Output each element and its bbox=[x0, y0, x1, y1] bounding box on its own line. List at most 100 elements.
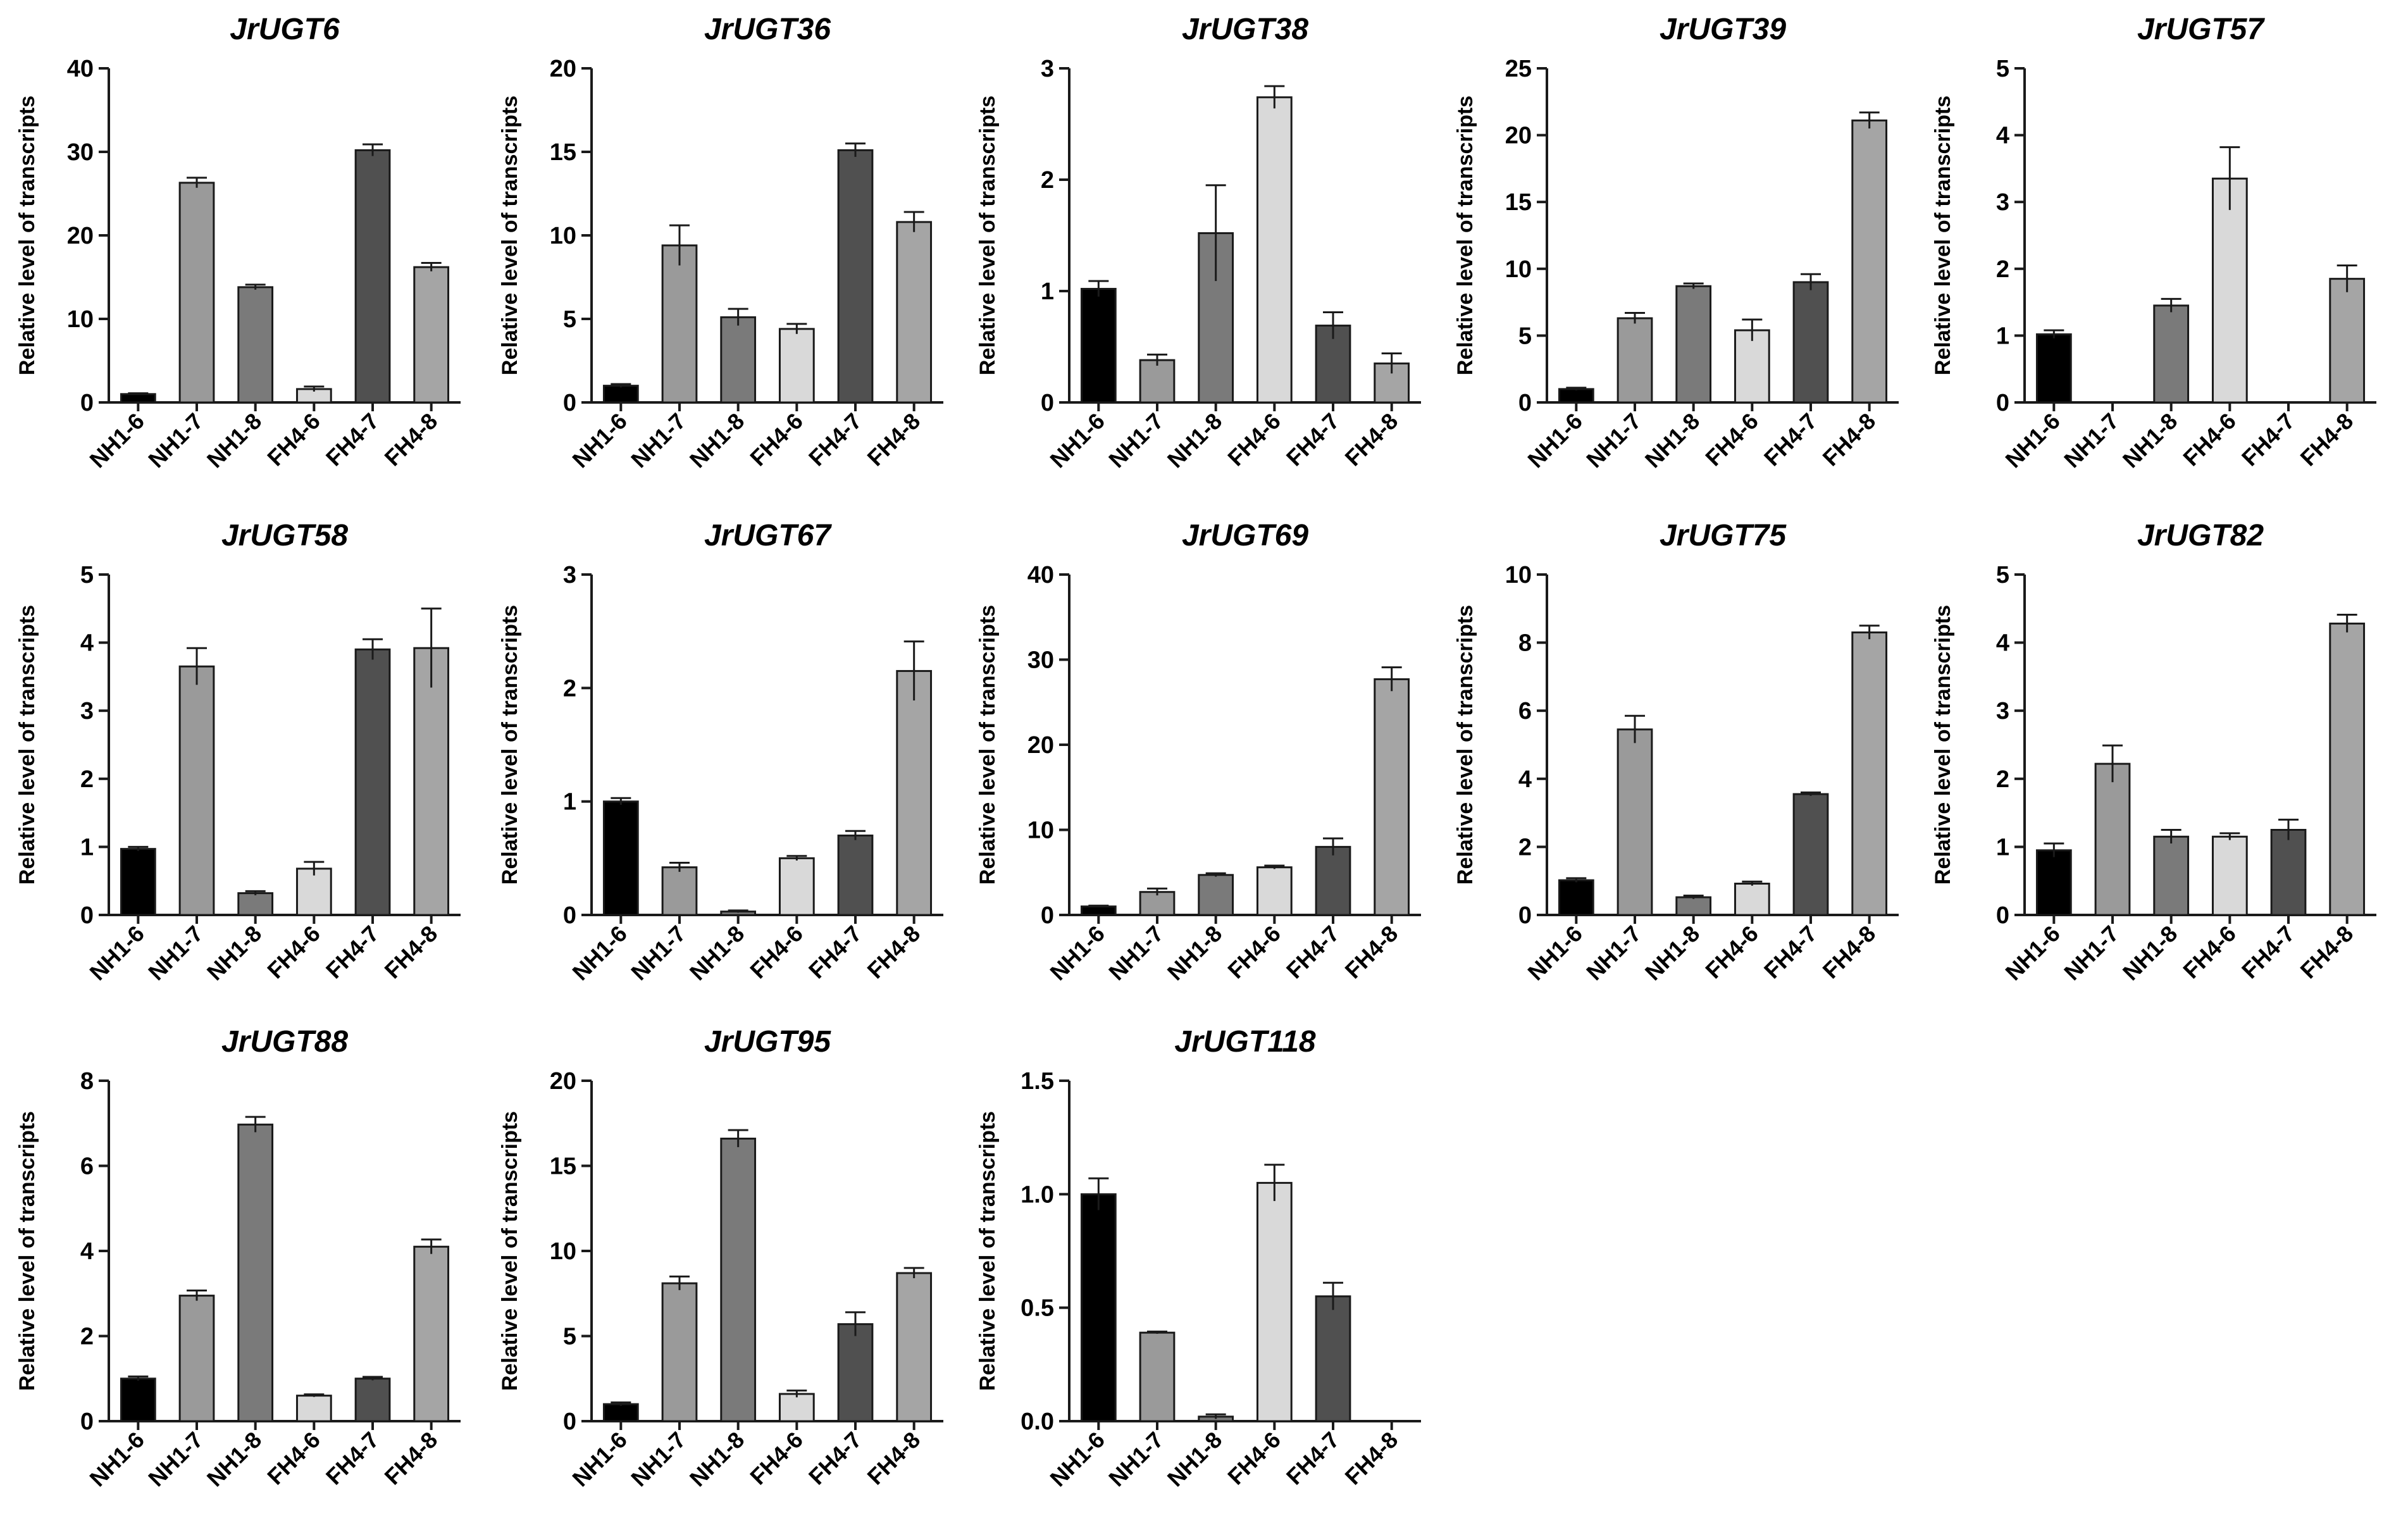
y-tick-label: 20 bbox=[1505, 123, 1532, 149]
x-tick-label: FH4-8 bbox=[380, 1427, 443, 1490]
x-tick-label: FH4-7 bbox=[321, 921, 384, 984]
chart-panel-jrugt69: JrUGT69 Relative level of transcripts 0 10 2… bbox=[976, 519, 1421, 985]
y-tick-label: 10 bbox=[1505, 256, 1532, 283]
bar-fh4-7 bbox=[1315, 1295, 1351, 1422]
bar-fh4-8 bbox=[896, 669, 933, 916]
bar-nh1-8 bbox=[2153, 835, 2190, 916]
chart-title: JrUGT69 bbox=[1182, 519, 1308, 552]
bar-nh1-8 bbox=[237, 286, 274, 404]
y-axis-label: Relative level of transcripts bbox=[15, 1111, 39, 1391]
y-tick-label: 0.5 bbox=[1021, 1295, 1054, 1322]
y-tick-label: 2 bbox=[1518, 834, 1532, 861]
x-tick-label: NH1-6 bbox=[567, 921, 632, 986]
x-tick-label: FH4-8 bbox=[380, 408, 443, 471]
x-tick-label: NH1-6 bbox=[1045, 1427, 1110, 1492]
chart-panel-jrugt57: JrUGT57 Relative level of transcripts 0 1 2 3… bbox=[1931, 13, 2376, 473]
y-tick-label: 0 bbox=[80, 902, 94, 929]
bar-fh4-7 bbox=[354, 149, 391, 404]
chart-panel-jrugt88: JrUGT88 Relative level of transcripts 0 2 4 6… bbox=[15, 1025, 461, 1491]
bar-nh1-7 bbox=[661, 244, 698, 404]
y-axis-label: Relative level of transcripts bbox=[498, 96, 522, 375]
x-tick-label: NH1-7 bbox=[143, 1427, 208, 1492]
y-tick-label: 1.0 bbox=[1021, 1181, 1054, 1208]
chart-panel-jrugt58: JrUGT58 Relative level of transcripts 0 1 2 3… bbox=[15, 519, 461, 985]
x-tick-label: FH4-8 bbox=[862, 1427, 926, 1490]
bar-fh4-8 bbox=[896, 1272, 933, 1422]
bar-fh4-8 bbox=[896, 221, 933, 404]
bar-fh4-8 bbox=[1374, 678, 1410, 916]
x-tick-label: NH1-6 bbox=[1522, 921, 1587, 986]
x-tick-label: NH1-8 bbox=[1640, 408, 1705, 473]
y-tick-label: 1.5 bbox=[1021, 1068, 1054, 1095]
bar-fh4-6 bbox=[295, 868, 332, 916]
bar-nh1-7 bbox=[661, 866, 698, 916]
bar-fh4-6 bbox=[1734, 883, 1770, 916]
y-tick-label: 2 bbox=[563, 675, 576, 702]
bar-nh1-7 bbox=[1139, 1331, 1176, 1422]
chart-title: JrUGT67 bbox=[704, 519, 832, 552]
x-tick-label: NH1-7 bbox=[1103, 921, 1169, 986]
bar-nh1-6 bbox=[602, 1403, 639, 1422]
x-tick-label: FH4-7 bbox=[804, 408, 867, 471]
y-tick-label: 15 bbox=[550, 139, 576, 166]
chart-title: JrUGT75 bbox=[1660, 519, 1787, 552]
y-tick-label: 5 bbox=[1996, 562, 2009, 588]
x-tick-label: NH1-6 bbox=[2000, 408, 2065, 473]
bar-nh1-7 bbox=[661, 1282, 698, 1422]
x-tick-label: FH4-6 bbox=[2178, 408, 2241, 471]
bar-nh1-7 bbox=[1617, 728, 1653, 916]
y-tick-label: 2 bbox=[80, 766, 94, 793]
bar-nh1-6 bbox=[1558, 388, 1594, 404]
y-tick-label: 40 bbox=[67, 56, 94, 82]
x-tick-label: NH1-7 bbox=[626, 1427, 691, 1492]
y-tick-label: 8 bbox=[80, 1068, 94, 1095]
x-tick-label: NH1-6 bbox=[1045, 921, 1110, 986]
y-tick-label: 4 bbox=[1996, 630, 2009, 657]
y-axis-label: Relative level of transcripts bbox=[976, 1111, 1000, 1391]
chart-title: JrUGT118 bbox=[1174, 1025, 1316, 1059]
x-tick-label: FH4-8 bbox=[862, 408, 926, 471]
bar-nh1-8 bbox=[720, 1137, 757, 1422]
y-tick-label: 0 bbox=[1996, 390, 2009, 416]
bar-nh1-6 bbox=[1558, 879, 1594, 916]
x-tick-label: FH4-8 bbox=[2295, 921, 2359, 984]
bar-nh1-6 bbox=[2035, 333, 2072, 404]
x-tick-label: FH4-7 bbox=[321, 408, 384, 471]
bar-nh1-6 bbox=[120, 393, 156, 404]
x-tick-label: FH4-7 bbox=[2237, 921, 2300, 984]
bar-nh1-7 bbox=[2094, 762, 2131, 916]
x-tick-label: FH4-7 bbox=[1759, 921, 1822, 984]
y-tick-label: 5 bbox=[80, 562, 94, 588]
y-tick-label: 15 bbox=[1505, 189, 1532, 216]
x-tick-label: FH4-8 bbox=[1818, 408, 1881, 471]
chart-title: JrUGT82 bbox=[2137, 519, 2264, 552]
bar-nh1-6 bbox=[602, 800, 639, 916]
bar-fh4-8 bbox=[413, 1245, 450, 1422]
bar-nh1-6 bbox=[1080, 905, 1117, 916]
x-tick-label: NH1-7 bbox=[1581, 408, 1646, 473]
y-tick-label: 5 bbox=[563, 1324, 576, 1350]
y-tick-label: 3 bbox=[1041, 56, 1054, 82]
x-tick-label: NH1-7 bbox=[2059, 921, 2124, 986]
y-tick-label: 5 bbox=[1518, 323, 1532, 349]
bar-nh1-7 bbox=[178, 182, 215, 404]
y-tick-label: 0 bbox=[1041, 390, 1054, 416]
x-tick-label: FH4-7 bbox=[2237, 408, 2300, 471]
x-tick-label: NH1-7 bbox=[626, 408, 691, 473]
x-tick-label: NH1-8 bbox=[202, 1427, 267, 1492]
chart-title: JrUGT36 bbox=[704, 13, 831, 46]
y-tick-label: 0.0 bbox=[1021, 1409, 1054, 1435]
bar-fh4-6 bbox=[1256, 866, 1293, 916]
chart-title: JrUGT57 bbox=[2137, 13, 2265, 46]
x-tick-label: FH4-6 bbox=[1222, 921, 1286, 984]
y-tick-label: 5 bbox=[563, 306, 576, 333]
chart-panel-jrugt75: JrUGT75 Relative level of transcripts 0 2 4 6… bbox=[1453, 519, 1899, 985]
x-tick-label: NH1-7 bbox=[143, 408, 208, 473]
chart-panel-jrugt36: JrUGT36 Relative level of transcripts 0 5 10… bbox=[498, 13, 943, 473]
bar-fh4-7 bbox=[1792, 793, 1829, 916]
x-tick-label: NH1-7 bbox=[1103, 1427, 1169, 1492]
bar-nh1-7 bbox=[1617, 317, 1653, 404]
x-tick-label: NH1-8 bbox=[1640, 921, 1705, 986]
bar-fh4-7 bbox=[1792, 281, 1829, 404]
